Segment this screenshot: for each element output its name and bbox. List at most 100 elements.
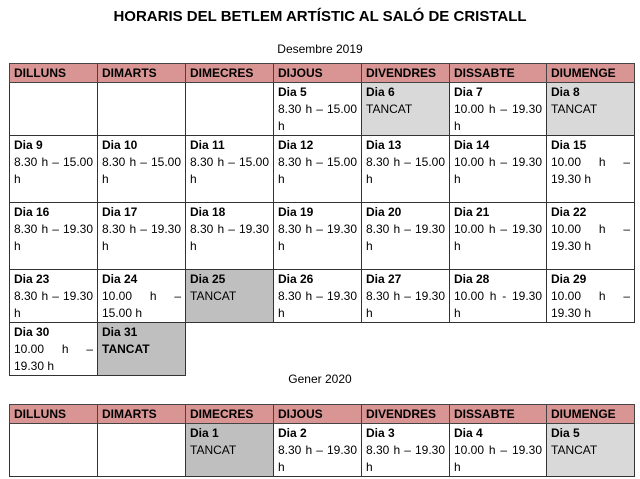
day-cell: Dia 17 8.30 h – 19.30 h [97, 202, 186, 270]
day-cell: Dia 5 TANCAT [546, 423, 635, 477]
day-label: Dia 5 [278, 85, 307, 99]
opening-hours: 10.00 h - 19.30 h [454, 289, 542, 320]
day-label: Dia 19 [278, 205, 314, 219]
page-title: HORARIS DEL BETLEM ARTÍSTIC AL SALÓ DE C… [113, 8, 527, 25]
weekday-header: DIMARTS [97, 404, 186, 424]
opening-hours: 8.30 h – 19.30 h [190, 222, 269, 253]
day-label: Dia 31 [102, 325, 138, 339]
blank-day-cell [97, 423, 186, 477]
weekday-header: DISSABTE [449, 63, 547, 83]
weekday-header: DIVENDRES [361, 404, 450, 424]
day-label: Dia 11 [190, 138, 225, 152]
weekday-header: DIMARTS [97, 63, 186, 83]
empty-cell [362, 323, 450, 376]
day-label: Dia 15 [551, 138, 587, 152]
opening-hours: 8.30 h – 15.00 h [278, 155, 357, 186]
opening-hours: 10.00 h – 19.30 h [551, 155, 630, 186]
day-cell: Dia 2 8.30 h – 19.30 h [273, 423, 362, 477]
opening-hours: 8.30 h – 19.30 h [278, 443, 357, 474]
day-label: Dia 10 [102, 138, 138, 152]
weekday-header: DIUMENGE [546, 63, 635, 83]
day-label: Dia 4 [454, 426, 483, 440]
day-cell: Dia 15 10.00 h – 19.30 h [546, 135, 635, 203]
day-label: Dia 28 [454, 272, 490, 286]
day-cell: Dia 12 8.30 h – 15.00 h [273, 135, 362, 203]
day-cell: Dia 10 8.30 h – 15.00 h [97, 135, 186, 203]
day-cell: Dia 23 8.30 h – 19.30 h [9, 269, 98, 323]
day-cell: Dia 20 8.30 h – 19.30 h [361, 202, 450, 270]
blank-day-cell [9, 423, 98, 477]
day-label: Dia 18 [190, 205, 226, 219]
opening-hours: 8.30 h – 15.00 h [102, 155, 181, 186]
day-cell: Dia 1 TANCAT [185, 423, 274, 477]
day-label: Dia 3 [366, 426, 395, 440]
day-label: Dia 21 [454, 205, 490, 219]
day-label: Dia 8 [551, 85, 580, 99]
opening-hours: 8.30 h – 15.00 h [278, 102, 357, 133]
day-label: Dia 2 [278, 426, 307, 440]
day-cell: Dia 5 8.30 h – 15.00 h [273, 82, 362, 136]
opening-hours: 8.30 h – 19.30 h [14, 222, 93, 253]
weekday-header-row: DILLUNS DIMARTS DIMECRES DIJOUS DIVENDRES DIS… [9, 404, 635, 424]
day-cell: Dia 14 10.00 h – 19.30 h [449, 135, 547, 203]
day-cell: Dia 21 10.00 h – 19.30 h [449, 202, 547, 270]
opening-hours: 8.30 h – 19.30 h [278, 222, 357, 253]
empty-cell [274, 323, 362, 376]
week-row: Dia 30 10.00 h – 19.30 h Dia 31 TANCAT [9, 322, 635, 376]
day-cell: Dia 30 10.00 h – 19.30 h [9, 322, 98, 376]
weekday-header: DILLUNS [9, 63, 98, 83]
week-row: Dia 5 8.30 h – 15.00 h Dia 6 TANCAT Dia 7 10.… [9, 82, 635, 136]
day-cell: Dia 11 8.30 h – 15.00 h [185, 135, 274, 203]
week-row: Dia 9 8.30 h – 15.00 h Dia 10 8.30 h – 15.0… [9, 135, 635, 203]
week-row: Dia 16 8.30 h – 19.30 h Dia 17 8.30 h – 19.… [9, 202, 635, 270]
day-label: Dia 29 [551, 272, 587, 286]
opening-hours: 10.00 h – 19.30 h [454, 102, 542, 133]
opening-hours: 10.00 h – 19.30 h [454, 443, 542, 474]
day-label: Dia 13 [366, 138, 402, 152]
day-label: Dia 9 [14, 138, 43, 152]
opening-hours: 8.30 h – 19.30 h [366, 443, 445, 474]
december-schedule-table: DILLUNS DIMARTS DIMECRES DIJOUS DIVENDRES DIS… [9, 63, 635, 376]
empty-cell [547, 323, 635, 376]
opening-hours: TANCAT [551, 443, 598, 457]
day-cell: Dia 6 TANCAT [361, 82, 450, 136]
opening-hours: 8.30 h – 19.30 h [14, 289, 93, 320]
opening-hours: TANCAT [190, 443, 237, 457]
opening-hours: 10.00 h – 19.30 h [551, 222, 630, 253]
weekday-header: DISSABTE [449, 404, 547, 424]
day-cell: Dia 9 8.30 h – 15.00 h [9, 135, 98, 203]
january-schedule-table: DILLUNS DIMARTS DIMECRES DIJOUS DIVENDRES DIS… [9, 404, 635, 477]
day-cell: Dia 25 TANCAT [185, 269, 274, 323]
opening-hours: 8.30 h – 19.30 h [366, 222, 445, 253]
blank-day-cell [9, 82, 98, 136]
weekday-header: DIUMENGE [546, 404, 635, 424]
opening-hours: 8.30 h – 19.30 h [366, 289, 445, 320]
month-title-december: Desembre 2019 [277, 42, 363, 56]
day-cell: Dia 22 10.00 h – 19.30 h [546, 202, 635, 270]
day-cell: Dia 28 10.00 h - 19.30 h [449, 269, 547, 323]
weekday-header: DIMECRES [185, 404, 274, 424]
day-cell: Dia 13 8.30 h – 15.00 h [361, 135, 450, 203]
day-cell: Dia 8 TANCAT [546, 82, 635, 136]
opening-hours: 8.30 h – 19.30 h [278, 289, 357, 320]
week-row: Dia 1 TANCAT Dia 2 8.30 h – 19.30 h Dia 3 8.3… [9, 423, 635, 477]
opening-hours: TANCAT [190, 289, 237, 303]
day-cell: Dia 24 10.00 h – 15.00 h [97, 269, 186, 323]
day-label: Dia 24 [102, 272, 138, 286]
empty-cell [450, 323, 547, 376]
day-cell: Dia 3 8.30 h – 19.30 h [361, 423, 450, 477]
opening-hours: 10.00 h – 19.30 h [454, 155, 542, 186]
empty-cell [186, 323, 274, 376]
opening-hours: 8.30 h – 15.00 h [366, 155, 445, 186]
weekday-header: DILLUNS [9, 404, 98, 424]
weekday-header: DIMECRES [185, 63, 274, 83]
day-cell: Dia 29 10.00 h – 19.30 h [546, 269, 635, 323]
opening-hours: 8.30 h – 15.00 h [190, 155, 269, 186]
day-label: Dia 22 [551, 205, 587, 219]
day-cell: Dia 27 8.30 h – 19.30 h [361, 269, 450, 323]
weekday-header-row: DILLUNS DIMARTS DIMECRES DIJOUS DIVENDRES DIS… [9, 63, 635, 83]
day-cell: Dia 7 10.00 h – 19.30 h [449, 82, 547, 136]
opening-hours: 8.30 h – 19.30 h [102, 222, 181, 253]
opening-hours: TANCAT [551, 102, 598, 116]
blank-day-cell [97, 82, 186, 136]
